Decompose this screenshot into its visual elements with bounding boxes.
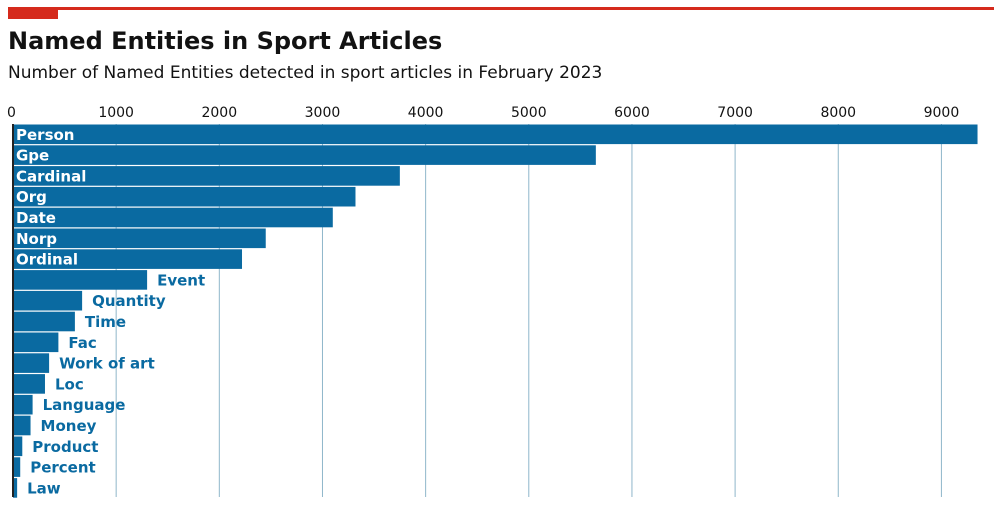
bar [13,353,50,373]
bar [13,270,148,290]
bar [13,166,400,186]
bar-label: Language [43,396,126,414]
bar-label: Law [27,479,61,497]
x-tick-label: 6000 [614,105,650,121]
x-tick-label: 8000 [820,105,856,121]
bar [13,145,596,165]
bar-label: Ordinal [16,251,78,269]
bar [13,207,333,228]
chart-title: Named Entities in Sport Articles [8,27,443,55]
bar [13,228,266,249]
x-tick-label: 9000 [924,105,960,121]
x-tick-label: 2000 [201,105,237,121]
bar [13,332,59,353]
grid-lines [115,124,942,497]
bar [13,290,83,311]
bar-labels: Person Gpe Cardinal Org Date Norp Ordinal Event… [16,126,205,498]
bar-label: Norp [16,230,57,248]
x-tick-label: 4000 [408,105,444,121]
bar-label: Event [157,271,205,289]
bar [13,436,23,457]
bar [13,311,75,332]
bar-label: Percent [30,459,95,477]
bar [13,249,243,269]
bar-label: Date [16,209,56,227]
bar-label: Money [41,417,97,435]
bar [13,478,18,498]
bar [13,457,21,477]
x-tick-label: 3000 [305,105,341,121]
bar [13,415,31,436]
bar [13,186,356,207]
bar [13,124,978,145]
bar-label: Quantity [92,292,166,310]
bar [13,394,33,415]
x-tick-label: 0 [7,105,16,121]
x-tick-label: 1000 [98,105,134,121]
chart-subtitle: Number of Named Entities detected in spo… [8,63,603,83]
bar-label: Time [85,313,126,331]
x-tick-label: 7000 [717,105,753,121]
bar [13,374,45,394]
top-accent-rule [8,7,994,10]
bar-label: Person [16,126,74,144]
bars [13,124,978,498]
bar-label: Loc [55,375,84,393]
bar-label: Work of art [59,355,155,373]
top-accent-tag [8,7,58,19]
bar-label: Cardinal [16,167,86,185]
bar-label: Org [16,188,47,206]
bar-label: Product [32,438,98,456]
x-axis-ticks: 0 1000 2000 3000 4000 5000 6000 7000 8000 9000 [7,105,959,121]
x-tick-label: 5000 [511,105,547,121]
bar-label: Gpe [16,147,49,165]
bar-label: Fac [68,334,96,352]
